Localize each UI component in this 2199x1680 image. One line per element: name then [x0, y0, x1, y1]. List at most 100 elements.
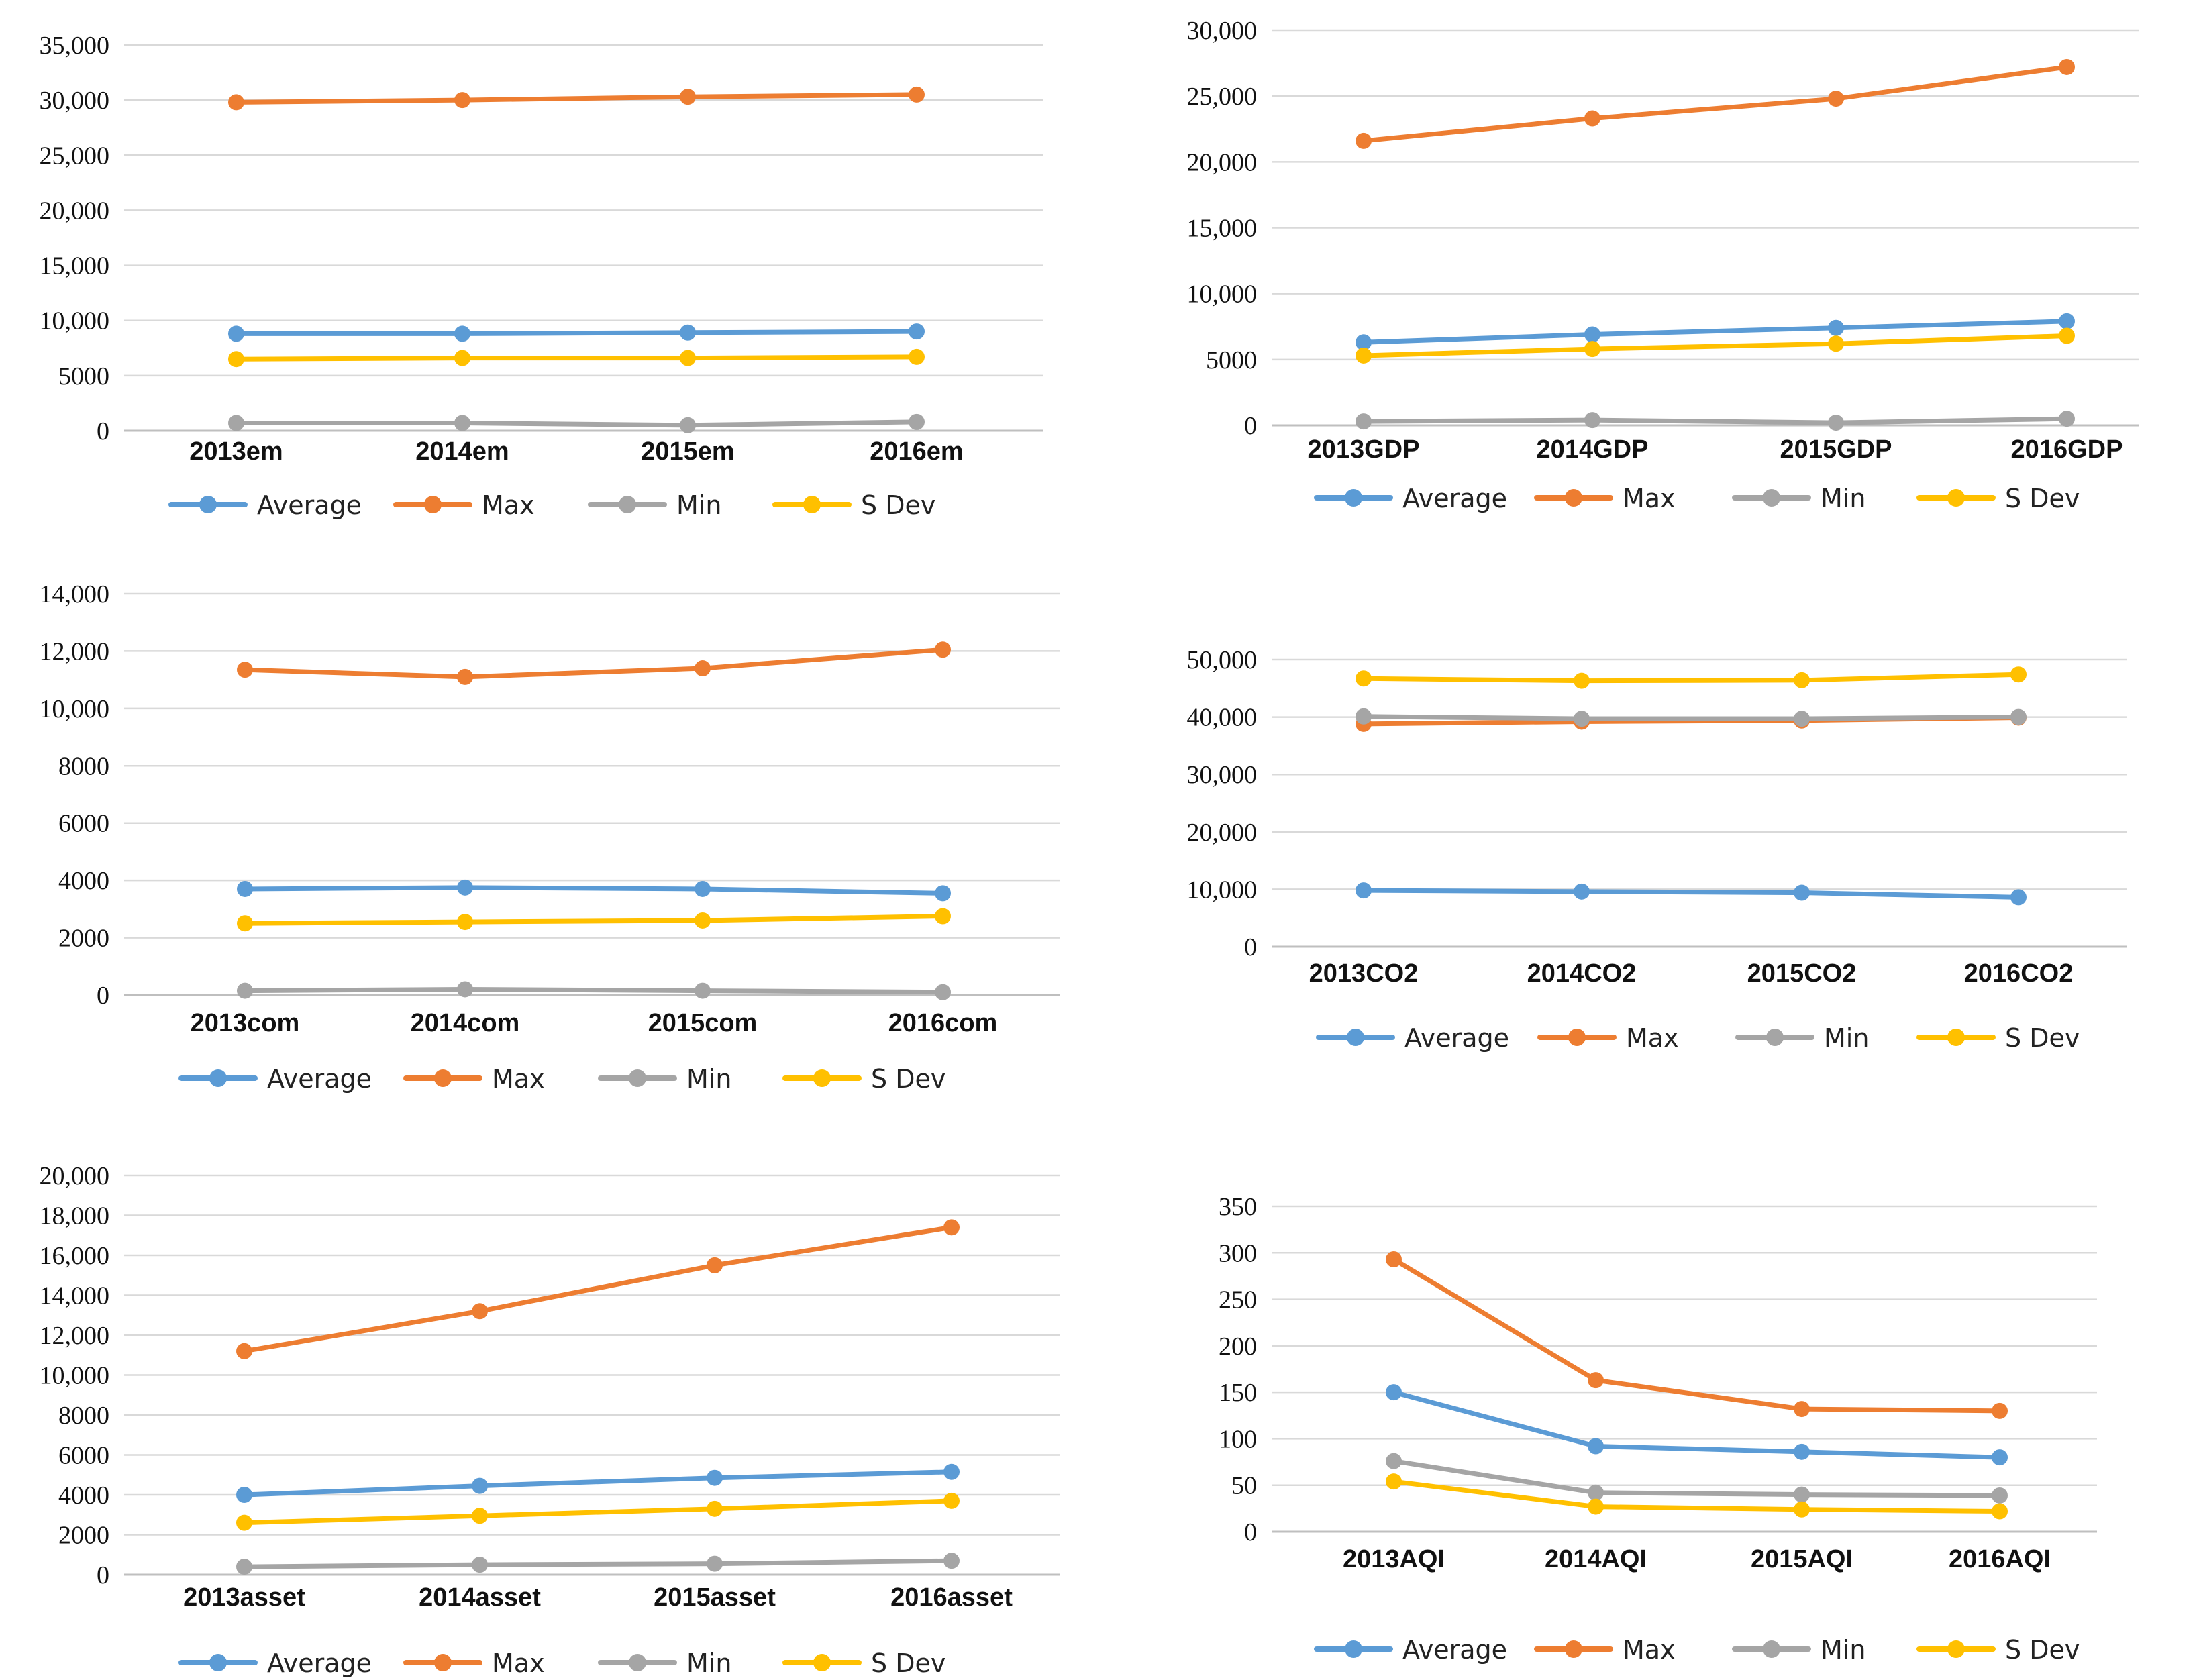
data-point-sdev [1794, 1501, 1810, 1518]
x-tick-label: 2016asset [890, 1583, 1013, 1612]
data-point-min [1356, 708, 1372, 725]
legend-entry-max: Max [403, 1064, 545, 1094]
data-point-min [237, 982, 253, 999]
data-point-min [454, 415, 470, 431]
legend-label: Average [1404, 1023, 1509, 1053]
legend-label: Min [1821, 1635, 1865, 1665]
legend-entry-min: Min [598, 1648, 731, 1678]
legend-label: S Dev [871, 1064, 945, 1094]
legend-swatch-marker [1568, 1029, 1586, 1046]
legend-swatch-marker [209, 1654, 227, 1671]
legend-swatch-marker [1345, 1640, 1362, 1658]
data-point-sdev [695, 912, 711, 929]
data-point-min [1828, 415, 1844, 431]
x-tick-label: 2015em [641, 437, 734, 466]
y-tick-label: 2000 [58, 925, 109, 953]
x-tick-label: 2015CO2 [1747, 959, 1857, 988]
legend-label: Average [267, 1648, 372, 1677]
data-point-min [2059, 411, 2075, 427]
y-tick-label: 200 [1219, 1332, 1257, 1361]
data-point-min [695, 982, 711, 999]
data-point-average [454, 325, 470, 342]
series-line-sdev [1391, 1479, 2002, 1514]
x-tick-label: 2013AQI [1343, 1545, 1445, 1573]
data-point-max [1386, 1251, 1402, 1267]
legend-entry-average: Average [178, 1064, 372, 1094]
data-point-max [457, 668, 473, 685]
x-tick-label: 2014em [415, 437, 509, 466]
legend-entry-max: Max [403, 1648, 545, 1678]
data-point-min [472, 1557, 488, 1573]
x-tick-label: 2014CO2 [1527, 959, 1637, 988]
data-point-average [695, 880, 711, 897]
legend-swatch-marker [434, 1654, 452, 1671]
legend-entry-average: Average [1316, 1023, 1509, 1053]
series-line-average [1391, 1389, 2002, 1460]
data-point-sdev [1992, 1503, 2008, 1520]
data-point-average [1356, 334, 1372, 351]
data-point-sdev [935, 908, 951, 925]
legend-swatch-marker [1763, 1640, 1780, 1658]
chart-aqi: 0 50 100 150 200 250 300 350 2013AQI 2014AQI 2015A… [1219, 1193, 2097, 1665]
data-point-min [943, 1553, 960, 1569]
chart-com: 0 2000 4000 6000 8000 10,000 12,000 14,000 2013c… [40, 580, 1060, 1094]
y-tick-label: 5000 [1206, 346, 1257, 374]
legend-swatch-marker [619, 496, 636, 513]
data-point-sdev [228, 351, 244, 368]
y-tick-label: 16,000 [40, 1242, 110, 1270]
x-tick-label: 2013em [189, 437, 283, 466]
data-point-max [1828, 91, 1844, 107]
legend-label: Average [1402, 484, 1507, 513]
y-tick-label: 0 [1244, 1518, 1257, 1546]
series-line-average [1361, 888, 2021, 900]
y-tick-label: 0 [97, 1561, 109, 1589]
data-point-sdev [1584, 341, 1600, 358]
y-tick-label: 8000 [58, 752, 109, 780]
data-point-min [228, 415, 244, 431]
y-tick-label: 35,000 [40, 32, 110, 60]
series-line-average [242, 1469, 954, 1498]
x-tick-label: 2014asset [419, 1583, 541, 1612]
x-tick-label: 2013GDP [1308, 435, 1420, 464]
legend-entry-max: Max [1534, 484, 1676, 513]
legend-entry-min: Min [598, 1064, 731, 1094]
data-point-average [472, 1477, 488, 1494]
data-point-sdev [236, 1514, 252, 1531]
legend-label: S Dev [2005, 484, 2080, 513]
legend-entry-average: Average [168, 490, 362, 520]
y-tick-label: 12,000 [40, 637, 110, 666]
series-line-sdev [242, 1498, 954, 1526]
data-point-average [2010, 889, 2027, 906]
y-tick-label: 40,000 [1187, 704, 1258, 732]
y-tick-label: 20,000 [1187, 819, 1258, 847]
legend-swatch-marker [813, 1654, 831, 1671]
x-tick-label: 2013asset [183, 1583, 305, 1612]
data-point-min [1794, 1486, 1810, 1503]
series-line-sdev [242, 914, 945, 926]
data-point-max [454, 92, 470, 109]
x-tick-label: 2013CO2 [1309, 959, 1419, 988]
data-point-sdev [2059, 327, 2075, 344]
legend-label: Max [492, 1064, 545, 1094]
legend-swatch-marker [1947, 489, 1965, 507]
data-point-average [457, 879, 473, 896]
data-point-min [1356, 413, 1372, 430]
data-point-sdev [1574, 672, 1590, 689]
data-point-average [1794, 884, 1810, 901]
data-point-min [2010, 708, 2027, 725]
x-tick-label: 2014GDP [1537, 435, 1649, 464]
data-point-sdev [1356, 347, 1372, 364]
data-point-max [228, 94, 244, 111]
data-point-max [1794, 1401, 1810, 1418]
data-point-min [457, 981, 473, 998]
legend-entry-min: Min [1732, 484, 1865, 513]
data-point-average [1794, 1443, 1810, 1460]
data-point-max [2059, 58, 2075, 75]
data-point-average [1584, 326, 1600, 343]
legend-label: S Dev [2005, 1023, 2080, 1053]
series-line-max [1391, 1257, 2002, 1414]
data-point-sdev [237, 915, 253, 932]
y-tick-label: 30,000 [40, 87, 110, 115]
